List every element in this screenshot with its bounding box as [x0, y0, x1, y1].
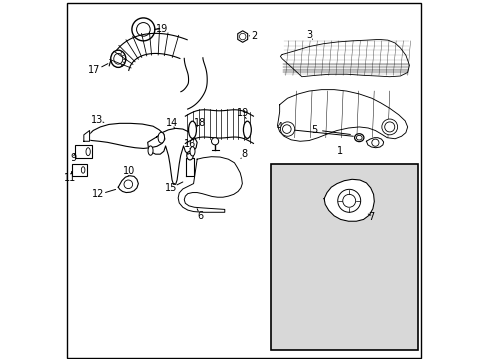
Polygon shape	[109, 33, 187, 71]
Text: 11: 11	[64, 173, 76, 183]
Polygon shape	[181, 58, 207, 109]
Ellipse shape	[186, 151, 193, 160]
FancyBboxPatch shape	[75, 145, 92, 158]
Ellipse shape	[158, 132, 164, 143]
Circle shape	[280, 122, 294, 136]
Circle shape	[381, 119, 397, 135]
Polygon shape	[324, 179, 373, 221]
Text: 15: 15	[164, 183, 177, 193]
Polygon shape	[178, 157, 242, 212]
Polygon shape	[280, 40, 408, 77]
Ellipse shape	[354, 134, 363, 141]
Text: 2: 2	[251, 31, 257, 41]
Polygon shape	[118, 176, 138, 193]
Polygon shape	[83, 131, 89, 141]
Text: 7: 7	[368, 212, 374, 221]
Text: 12: 12	[92, 189, 104, 199]
Ellipse shape	[243, 121, 251, 138]
Text: 8: 8	[241, 149, 247, 159]
Ellipse shape	[81, 167, 85, 173]
Polygon shape	[277, 90, 407, 141]
Circle shape	[371, 139, 378, 146]
Circle shape	[211, 138, 218, 145]
Text: 13: 13	[90, 115, 102, 125]
Text: 19: 19	[156, 24, 168, 34]
Bar	[271, 164, 418, 350]
Ellipse shape	[110, 50, 125, 67]
Circle shape	[132, 18, 155, 41]
Polygon shape	[86, 123, 164, 148]
Text: 9: 9	[70, 153, 76, 163]
Text: 16: 16	[183, 139, 196, 149]
Ellipse shape	[86, 148, 90, 156]
Ellipse shape	[148, 146, 153, 155]
Text: 19: 19	[236, 108, 248, 118]
Text: 4: 4	[276, 122, 282, 132]
FancyBboxPatch shape	[72, 164, 86, 176]
Text: 14: 14	[165, 118, 178, 128]
Text: 6: 6	[197, 211, 203, 221]
Text: 10: 10	[122, 166, 135, 176]
Circle shape	[337, 189, 360, 212]
Ellipse shape	[188, 121, 196, 138]
Text: 5: 5	[311, 125, 317, 135]
Polygon shape	[147, 129, 197, 184]
Text: 18: 18	[193, 118, 205, 128]
Polygon shape	[366, 138, 383, 148]
Text: 1: 1	[336, 146, 342, 156]
Ellipse shape	[190, 147, 195, 156]
Text: 17: 17	[88, 64, 101, 75]
Polygon shape	[185, 110, 253, 143]
Circle shape	[124, 180, 132, 189]
Text: 3: 3	[305, 30, 311, 40]
